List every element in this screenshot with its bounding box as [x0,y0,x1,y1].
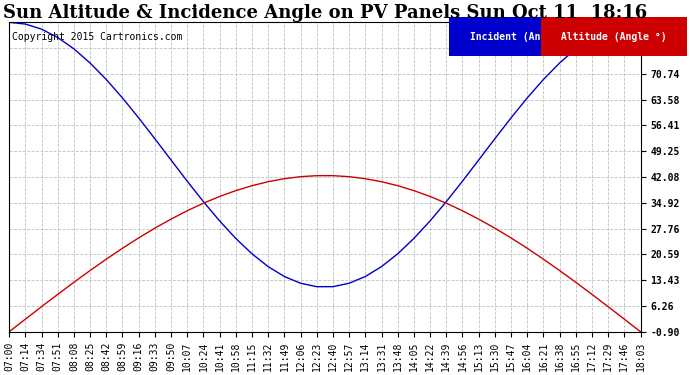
Text: Incident (Angle °): Incident (Angle °) [464,32,581,42]
Text: Copyright 2015 Cartronics.com: Copyright 2015 Cartronics.com [12,32,183,42]
Title: Sun Altitude & Incidence Angle on PV Panels Sun Oct 11  18:16: Sun Altitude & Incidence Angle on PV Pan… [3,4,647,22]
Text: Altitude (Angle °): Altitude (Angle °) [555,32,673,42]
